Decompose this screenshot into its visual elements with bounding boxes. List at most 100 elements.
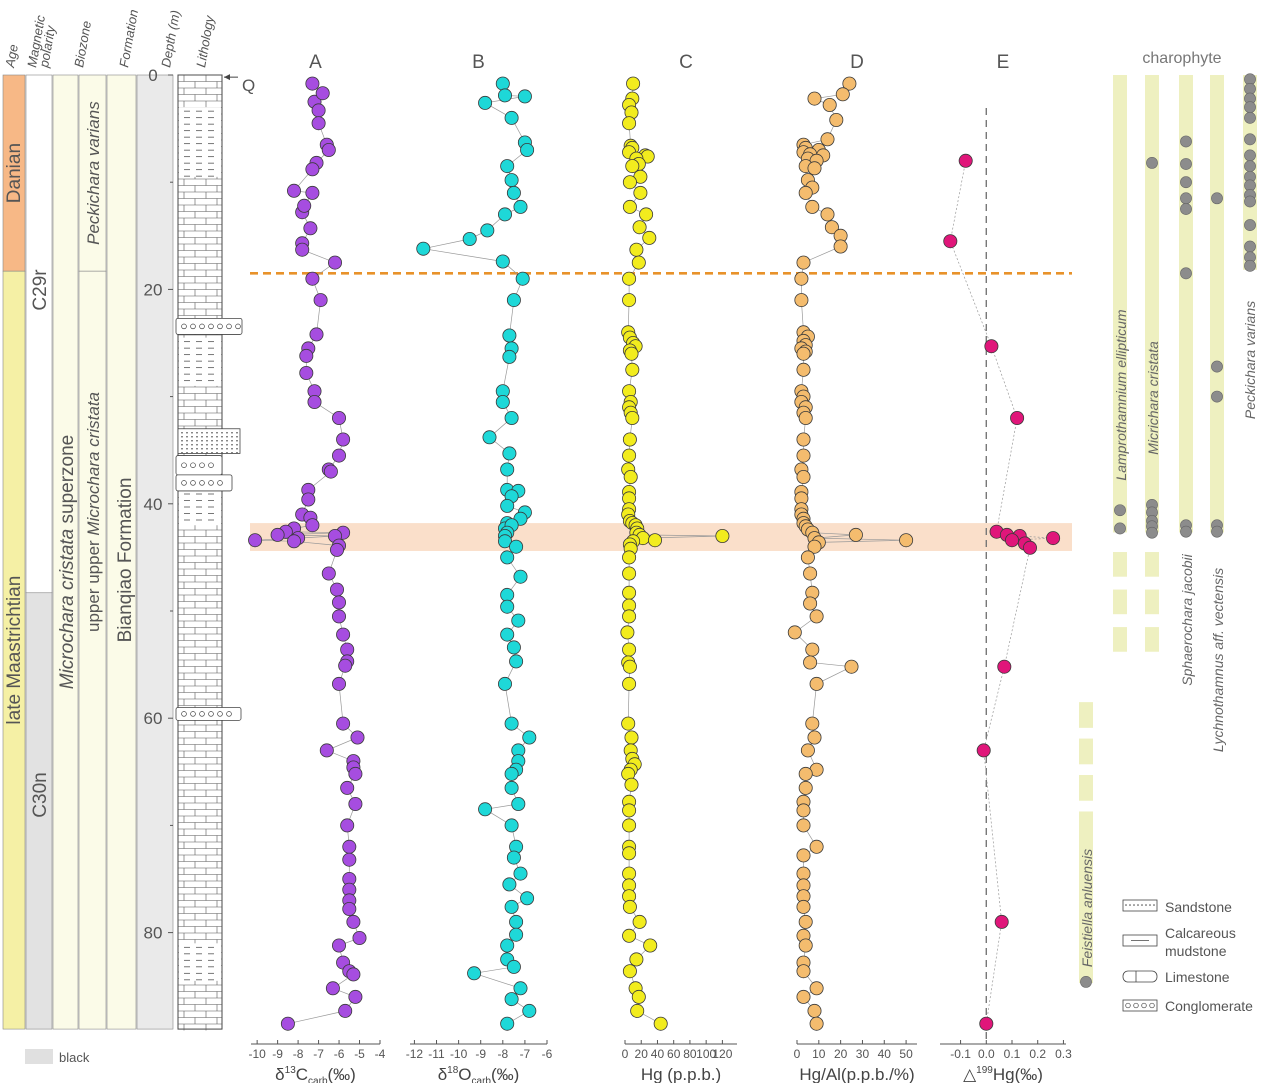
sandstone-grain [221, 443, 223, 446]
taxon-name: Feistiella anluensis [1079, 849, 1095, 967]
data-point [835, 87, 850, 102]
data-point [500, 1016, 515, 1031]
sandstone-grain [231, 443, 233, 446]
data-point [295, 242, 310, 257]
depth-tick-label: 20 [144, 280, 163, 299]
data-point [623, 469, 638, 484]
sandstone-grain [191, 431, 193, 434]
legend-item: Sandstone [1122, 899, 1232, 915]
data-point [796, 469, 811, 484]
legend-sand-grain [1137, 904, 1139, 906]
occurrence-point [1244, 101, 1256, 114]
sandstone-grain [221, 431, 223, 434]
data-point [796, 899, 811, 914]
x-tick-label: -10 [248, 1047, 266, 1061]
data-point [522, 730, 537, 745]
data-point [796, 818, 811, 833]
x-tick-label: 20 [834, 1047, 848, 1061]
depth-axis: 0 20 40 60 80 [144, 66, 173, 943]
x-tick-label: -8 [293, 1047, 304, 1061]
data-point [798, 938, 813, 953]
data-point [331, 609, 346, 624]
sandstone-grain [181, 439, 183, 442]
x-tick-label: -5 [354, 1047, 365, 1061]
sandstone-grain [196, 431, 198, 434]
x-tick-label: -12 [406, 1047, 424, 1061]
range-bar [1079, 812, 1093, 982]
x-label-main: δ [275, 1065, 284, 1083]
conglomerate-clast [181, 711, 187, 717]
data-point [621, 716, 636, 731]
sandstone-bed [177, 428, 241, 454]
occurrence-point [1244, 160, 1256, 173]
taxon-range: Sphaerochara jacobii [1179, 75, 1195, 686]
x-label-main: △ [963, 1065, 977, 1083]
data-point [622, 432, 637, 447]
legend-label: Conglomerate [1165, 998, 1253, 1014]
data-point [805, 199, 820, 214]
data-point [809, 839, 824, 854]
sandstone-grain [216, 435, 218, 438]
data-point [796, 848, 811, 863]
sandstone-grain [226, 439, 228, 442]
data-point [844, 659, 859, 674]
legend-clast [1149, 1002, 1155, 1009]
data-point [511, 613, 526, 628]
charophyte-ranges: charophyte Lamprothamnium ellipticum Micri… [1079, 50, 1258, 988]
data-point [787, 625, 802, 640]
data-point [643, 938, 658, 953]
data-point [336, 432, 351, 447]
sandstone-grain [201, 435, 203, 438]
sandstone-grain [186, 443, 188, 446]
formation-column [106, 74, 137, 1030]
data-point [796, 866, 811, 881]
data-point [342, 839, 357, 854]
sandstone-grain [236, 431, 238, 434]
sandstone-grain [211, 431, 213, 434]
x-tick-label: -10 [450, 1047, 468, 1061]
sandstone-grain [226, 443, 228, 446]
biozone-label: Peckichara varians [84, 101, 103, 245]
sandstone-grain [211, 451, 213, 454]
data-point [622, 659, 637, 674]
superzone-label-plain: superzone [57, 435, 78, 529]
data-point [622, 676, 637, 691]
taxon-name: Peckichara varians [1242, 301, 1258, 419]
taxon-name: Micrichara cristata [1145, 341, 1161, 455]
taxon-range: Peckichara varians [1242, 73, 1258, 419]
data-point [352, 931, 367, 946]
x-label-unit: (‰) [491, 1065, 519, 1083]
x-label-sub: carb [472, 1076, 492, 1083]
legend-item: Conglomerate [1122, 998, 1253, 1014]
sandstone-grain [231, 435, 233, 438]
data-point [979, 1016, 994, 1031]
conglomerate-clast [181, 323, 187, 330]
x-label-sup: 13 [285, 1065, 297, 1076]
data-point [625, 159, 640, 174]
biozone-superzone [52, 74, 79, 1030]
x-tick-label: 40 [878, 1047, 892, 1061]
sandstone-grain [196, 443, 198, 446]
range-bar-dash [1079, 702, 1093, 728]
data-point [625, 362, 640, 377]
data-point [319, 743, 334, 758]
occurrence-point [1114, 522, 1126, 535]
data-point [622, 928, 637, 943]
x-tick-label: 0.0 [978, 1047, 995, 1061]
sandstone-grain [211, 435, 213, 438]
conglomerate-clast [199, 323, 205, 330]
data-point [315, 86, 330, 101]
legend-label: Limestone [1165, 969, 1230, 985]
x-tick-label: 80 [683, 1047, 697, 1061]
biozone-label-plain: upper upper [84, 536, 103, 632]
data-point [648, 533, 663, 548]
x-label-symbol: C [296, 1065, 308, 1083]
data-point [348, 766, 363, 781]
data-point [338, 658, 353, 673]
data-point [313, 293, 328, 308]
sandstone-grain [216, 451, 218, 454]
range-bar-dash [1113, 589, 1127, 615]
panel-D: D 0 10 20 30 40 50 Hg/Al(p.p.b./%) [787, 52, 917, 1083]
conglomerate-clast [235, 323, 241, 330]
